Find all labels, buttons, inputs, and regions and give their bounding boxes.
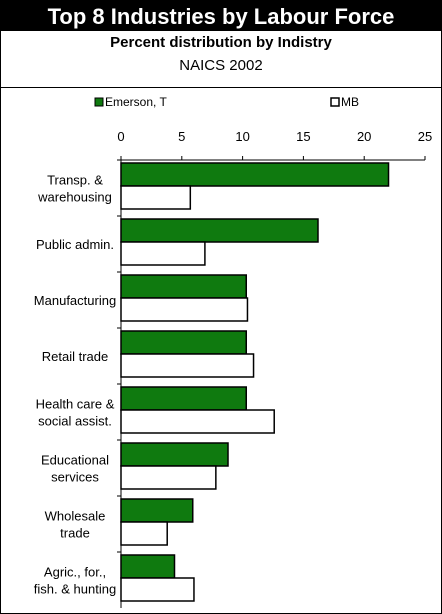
y-category-label: warehousing (37, 190, 112, 205)
legend-swatch-series-1 (94, 97, 104, 107)
y-category-label: Transp. & (47, 173, 103, 188)
bar-series-2 (120, 521, 168, 546)
legend-label-series-1: Emerson, T (105, 95, 167, 109)
bar-series-1 (120, 330, 247, 355)
bar-series-1 (120, 554, 176, 579)
y-category-label: Wholesale (45, 509, 106, 524)
header-divider (1, 87, 441, 88)
bar-series-2 (120, 409, 275, 434)
bar-series-1 (120, 162, 390, 187)
bar-series-2 (120, 353, 255, 378)
y-category-label: Manufacturing (34, 293, 116, 308)
legend-swatch-series-2 (330, 97, 340, 107)
bar-series-2 (120, 241, 206, 266)
chart-title: Top 8 Industries by Labour Force (1, 1, 441, 31)
y-category-label: fish. & hunting (34, 582, 116, 597)
chart-subtitle: Percent distribution by Indistry (110, 34, 332, 51)
y-category-label: trade (60, 526, 90, 541)
legend-label-series-2: MB (341, 95, 359, 109)
x-tick-label: 10 (235, 129, 249, 144)
bar-series-2 (120, 185, 192, 210)
x-tick-label: 25 (418, 129, 432, 144)
y-category-label: Educational (41, 453, 109, 468)
bar-series-2 (120, 577, 195, 602)
bar-series-1 (120, 218, 319, 243)
y-category-label: Health care & (36, 397, 115, 412)
y-category-label: services (51, 470, 99, 485)
bar-series-2 (120, 465, 217, 490)
x-tick-label: 5 (178, 129, 185, 144)
chart-subtitle-2: NAICS 2002 (179, 57, 263, 74)
y-category-label: Retail trade (42, 349, 108, 364)
y-category-label: Agric., for., (44, 565, 106, 580)
bar-series-1 (120, 274, 247, 299)
y-category-label: social assist. (38, 414, 112, 429)
bar-series-2 (120, 297, 249, 322)
x-tick-label: 0 (117, 129, 124, 144)
y-category-label: Public admin. (36, 237, 114, 252)
bar-series-1 (120, 386, 247, 411)
bar-series-1 (120, 498, 194, 523)
x-tick-label: 20 (357, 129, 371, 144)
x-tick-label: 15 (296, 129, 310, 144)
bar-series-1 (120, 442, 229, 467)
